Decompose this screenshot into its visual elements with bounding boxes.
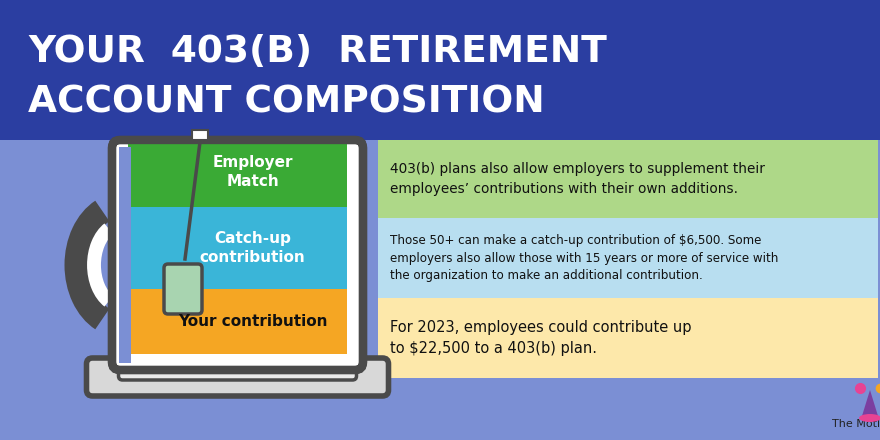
Text: Employer
Match: Employer Match <box>212 155 293 189</box>
Text: ACCOUNT COMPOSITION: ACCOUNT COMPOSITION <box>28 84 545 120</box>
Text: Your contribution: Your contribution <box>178 314 327 329</box>
Text: YOUR  403(B)  RETIREMENT: YOUR 403(B) RETIREMENT <box>28 34 607 70</box>
Text: Catch-up
contribution: Catch-up contribution <box>200 231 305 265</box>
Text: 403(b) plans also allow employers to supplement their
employees’ contributions w: 403(b) plans also allow employers to sup… <box>390 162 765 196</box>
Polygon shape <box>862 390 878 416</box>
FancyBboxPatch shape <box>86 358 388 396</box>
Bar <box>128 289 347 354</box>
FancyBboxPatch shape <box>112 140 363 370</box>
Bar <box>119 147 131 363</box>
Text: For 2023, employees could contribute up
to $22,500 to a 403(b) plan.: For 2023, employees could contribute up … <box>390 320 692 356</box>
Bar <box>192 130 208 140</box>
Bar <box>378 298 878 378</box>
FancyBboxPatch shape <box>119 358 356 380</box>
Text: The Motley Fool: The Motley Fool <box>832 419 880 429</box>
Bar <box>0 0 880 140</box>
Bar <box>378 140 878 218</box>
FancyBboxPatch shape <box>164 264 202 314</box>
Bar <box>128 207 347 289</box>
Text: Those 50+ can make a catch-up contribution of $6,500. Some
employers also allow : Those 50+ can make a catch-up contributi… <box>390 234 779 282</box>
Bar <box>128 137 347 207</box>
Ellipse shape <box>859 414 880 422</box>
Bar <box>378 218 878 298</box>
